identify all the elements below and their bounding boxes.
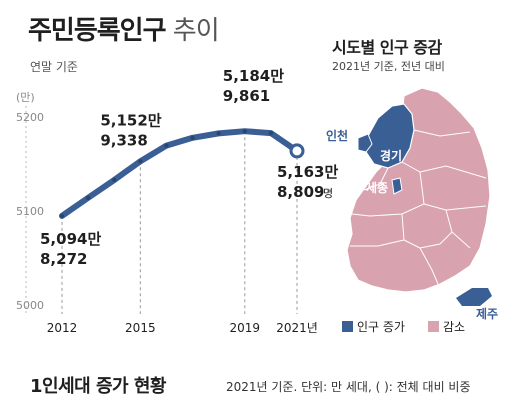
- series-point: [138, 159, 143, 164]
- y-tick-label: 5000: [16, 299, 44, 312]
- map-subtitle: 2021년 기준, 전년 대비: [332, 60, 445, 73]
- korea-map: 인천 경기 세종 제주: [326, 87, 498, 321]
- annotation-unit: 명: [323, 187, 333, 200]
- series-point: [216, 131, 221, 136]
- annotation-value: 5,152만: [100, 111, 161, 129]
- legend-increase-swatch: [342, 321, 353, 332]
- population-series-line: [59, 128, 300, 219]
- map-incheon-increase: [357, 133, 373, 153]
- map-jeju-increase: [456, 288, 492, 306]
- series-point: [112, 177, 117, 183]
- x-tick-label: 2019: [230, 321, 261, 335]
- chart-title: 주민등록인구 추이: [28, 10, 220, 47]
- y-tick-label: 5200: [16, 111, 44, 124]
- series-point: [164, 143, 169, 148]
- map-sejong-increase: [391, 177, 403, 195]
- annotation-value: 5,094만: [40, 230, 101, 248]
- annotation-value-detail: 9,861: [223, 87, 270, 105]
- map-label-incheon: 인천: [326, 128, 348, 143]
- annotation-value-detail: 8,809: [277, 183, 324, 201]
- chart-layer: (만) 5000 5100 5200 5,094만 8,272 5,152만 9,338 5,1…: [16, 67, 338, 335]
- map-label-jeju: 제주: [476, 307, 498, 321]
- x-tick-label: 2012: [47, 321, 78, 335]
- legend-decrease-swatch: [428, 321, 439, 332]
- series-point: [268, 130, 274, 136]
- x-tick-label: 2021년: [276, 321, 318, 335]
- map-label-gyeonggi: 경기: [380, 148, 402, 163]
- y-tick-label: 5100: [16, 205, 44, 218]
- legend-decrease-label: 감소: [443, 320, 466, 334]
- section-title-single-households: 1인세대 증가 현황: [30, 376, 166, 397]
- chart-subtitle: 연말 기준: [30, 60, 78, 74]
- series-point: [59, 213, 65, 219]
- legend-decrease: 감소: [428, 318, 465, 335]
- title-light: 추이: [165, 16, 220, 46]
- legend-increase: 인구 증가: [342, 318, 405, 335]
- y-unit-label: (만): [16, 91, 35, 104]
- map-mainland-decrease: [346, 87, 491, 293]
- annotation-value: 5,184만: [223, 67, 284, 85]
- x-tick-label: 2015: [125, 321, 156, 335]
- title-bold: 주민등록인구: [28, 16, 167, 46]
- annotation-value: 5,163만: [277, 163, 338, 181]
- map-label-sejong: 세종: [366, 180, 388, 195]
- series-end-marker: [289, 143, 305, 159]
- series-point: [85, 195, 91, 201]
- series-point: [242, 128, 247, 134]
- annotation-value-detail: 9,338: [100, 131, 147, 149]
- section-note: 2021년 기준. 단위: 만 세대, ( ): 전체 대비 비중: [226, 380, 471, 394]
- legend-increase-label: 인구 증가: [357, 320, 405, 334]
- annotation-value-detail: 8,272: [40, 250, 87, 268]
- series-point: [190, 135, 195, 140]
- map-province-borders: [350, 129, 487, 285]
- map-title: 시도별 인구 증감: [332, 38, 442, 57]
